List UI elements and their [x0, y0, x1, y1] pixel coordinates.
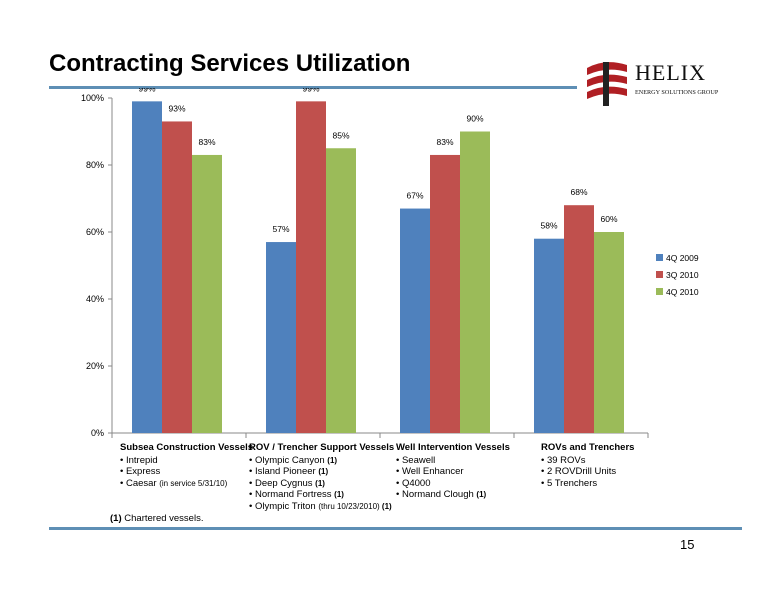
category-item: • 5 Trenchers — [541, 477, 598, 489]
legend-swatch — [656, 254, 663, 261]
bar-4q-2010 — [460, 131, 490, 433]
y-tick-label: 0% — [91, 428, 104, 438]
legend-label: 4Q 2010 — [666, 287, 699, 297]
bar-4q-2009 — [534, 238, 564, 433]
bar-value-label: 99% — [302, 88, 319, 93]
logo-tagline: ENERGY SOLUTIONS GROUP — [635, 89, 719, 96]
category-item: • Olympic Triton (thru 10/23/2010) (1) — [249, 500, 392, 512]
category-detail-block: ROVs and Trenchers • 39 ROVs • 2 ROVDrill … — [541, 442, 634, 489]
bar-value-label: 68% — [570, 187, 587, 197]
bar-value-label: 83% — [198, 137, 215, 147]
category-item: • Seawell — [396, 454, 436, 466]
footnote-marker: (1) — [110, 513, 122, 524]
utilization-bar-chart: 0% 20% 40% 60% 80% 100% 99% 57% 67% 58% 93% 99% 83%… — [81, 88, 699, 438]
bar-value-label: 60% — [600, 214, 617, 224]
y-tick-label: 20% — [86, 361, 104, 371]
title-divider — [49, 86, 577, 89]
category-item: • Island Pioneer (1) — [249, 466, 329, 477]
category-item: • Q4000 — [396, 477, 431, 489]
category-item: • Olympic Canyon (1) — [249, 454, 338, 466]
bar-4q-2009 — [132, 101, 162, 433]
category-axis-label: ROV / Trencher Support Vessels — [249, 442, 395, 453]
bar-value-label: 93% — [168, 103, 185, 113]
y-tick-label: 80% — [86, 160, 104, 170]
footnote: (1) Chartered vessels. — [110, 513, 203, 524]
category-item: • Deep Cygnus (1) — [249, 477, 325, 489]
category-axis-label: Subsea Construction Vessels — [120, 442, 254, 453]
footnote-text: Chartered vessels. — [121, 513, 204, 524]
bar-value-label: 83% — [436, 137, 453, 147]
bar-3q-2010 — [162, 121, 192, 433]
category-item: • Normand Fortress (1) — [249, 489, 344, 500]
category-item: • Well Enhancer — [396, 466, 464, 477]
legend-label: 3Q 2010 — [666, 270, 699, 280]
bar-value-label: 67% — [406, 191, 423, 201]
category-item: • Caesar (in service 5/31/10) — [120, 477, 228, 489]
bar-4q-2009 — [266, 242, 296, 433]
helix-logo: HELIX ENERGY SOLUTIONS GROUP — [587, 60, 719, 106]
category-item: • 39 ROVs — [541, 454, 586, 466]
category-detail-block: Well Intervention Vessels • Seawell • Well… — [396, 442, 510, 501]
bar-value-label: 58% — [540, 221, 557, 231]
category-detail-block: Subsea Construction Vessels • Intrepid • E… — [120, 442, 253, 489]
bar-4q-2010 — [326, 148, 356, 433]
category-item: • Express — [120, 466, 161, 477]
bar-value-label: 85% — [332, 130, 349, 140]
category-item: • Normand Clough (1) — [396, 489, 487, 500]
category-axis-label: ROVs and Trenchers — [541, 442, 635, 453]
bar-value-label: 99% — [138, 88, 155, 93]
category-item: • Intrepid — [120, 454, 158, 466]
page-title: Contracting Services Utilization — [49, 50, 411, 77]
bar-4q-2010 — [594, 232, 624, 433]
bar-3q-2010 — [296, 101, 326, 433]
legend-swatch — [656, 271, 663, 278]
bar-4q-2010 — [192, 154, 222, 433]
logo-wordmark: HELIX — [635, 60, 706, 85]
legend-swatch — [656, 288, 663, 295]
y-tick-label: 40% — [86, 294, 104, 304]
bar-3q-2010 — [564, 205, 594, 433]
legend-label: 4Q 2009 — [666, 253, 699, 263]
footer-divider — [49, 527, 742, 530]
bar-value-label: 90% — [466, 114, 483, 124]
category-detail-block: ROV / Trencher Support Vessels • Olympic … — [249, 442, 394, 512]
category-axis-label: Well Intervention Vessels — [396, 442, 510, 453]
page-number: 15 — [680, 537, 695, 552]
y-tick-label: 100% — [81, 93, 104, 103]
bar-3q-2010 — [430, 154, 460, 433]
helix-emblem-icon — [587, 62, 627, 106]
bar-4q-2009 — [400, 208, 430, 433]
bar-value-label: 57% — [272, 224, 289, 234]
category-item: • 2 ROVDrill Units — [541, 466, 617, 477]
y-tick-label: 60% — [86, 227, 104, 237]
